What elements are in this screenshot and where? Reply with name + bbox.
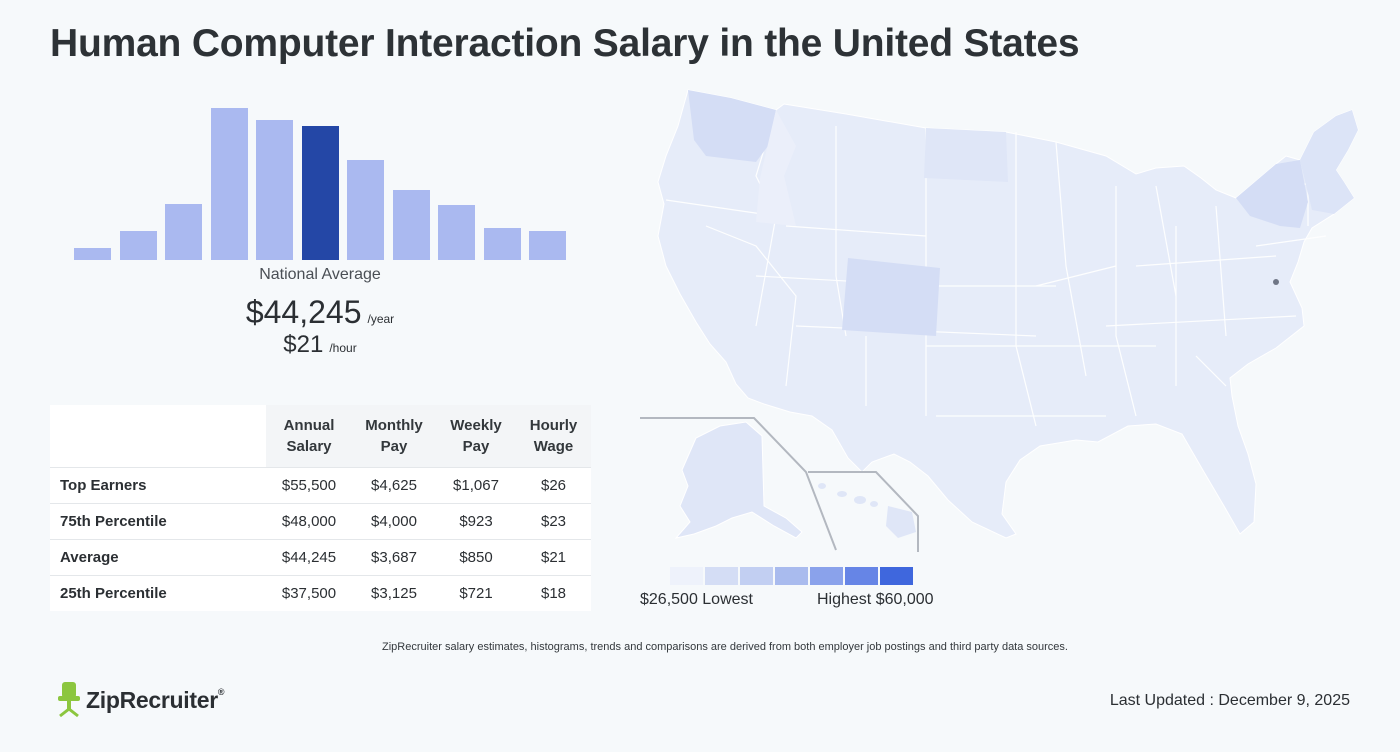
weekly-pay-cell: $923 bbox=[436, 502, 516, 539]
weekly-pay-cell: $1,067 bbox=[436, 466, 516, 503]
chair-icon bbox=[58, 682, 80, 718]
legend-swatch bbox=[845, 567, 878, 585]
state-north-dakota bbox=[924, 128, 1008, 182]
hourly-wage-cell: $21 bbox=[516, 538, 591, 575]
hourly-wage-cell: $26 bbox=[516, 466, 591, 503]
annual-salary-cell: $44,245 bbox=[266, 538, 352, 575]
hourly-wage-cell: $18 bbox=[516, 574, 591, 611]
logo-text: ZipRecruiter® bbox=[86, 686, 225, 714]
yearly-unit: /year bbox=[367, 312, 395, 326]
disclaimer-text: ZipRecruiter salary estimates, histogram… bbox=[382, 641, 1068, 653]
histogram-bar bbox=[392, 190, 430, 260]
hourly-wage-cell: $23 bbox=[516, 502, 591, 539]
state-washington bbox=[688, 90, 776, 162]
inset-divider bbox=[640, 417, 837, 551]
hourly-amount: $21 bbox=[283, 331, 324, 358]
annual-salary-cell: $37,500 bbox=[266, 574, 352, 611]
hourly-unit: /hour bbox=[329, 341, 357, 355]
national-average-label: National Average bbox=[259, 266, 381, 283]
inset-divider-hawaii bbox=[808, 471, 919, 552]
table-row: 75th Percentile $48,000 $4,000 $923 $23 bbox=[50, 502, 591, 539]
header-weekly-pay-line1: Weekly bbox=[450, 416, 502, 434]
header-hourly-wage-line2: Wage bbox=[533, 437, 574, 455]
monthly-pay-cell: $3,687 bbox=[352, 538, 436, 575]
weekly-pay-cell: $850 bbox=[436, 538, 516, 575]
header-hourly-wage: Hourly Wage bbox=[516, 405, 591, 467]
table-row: Top Earners $55,500 $4,625 $1,067 $26 bbox=[50, 466, 591, 503]
map-legend bbox=[670, 567, 913, 585]
table-row: Average $44,245 $3,687 $850 $21 bbox=[50, 538, 591, 575]
monthly-pay-cell: $3,125 bbox=[352, 574, 436, 611]
row-label: Average bbox=[50, 538, 266, 575]
histogram-bar bbox=[529, 231, 566, 260]
us-salary-map bbox=[640, 89, 1359, 552]
yearly-amount: $44,245 bbox=[245, 294, 362, 330]
annual-salary-cell: $48,000 bbox=[266, 502, 352, 539]
legend-swatch bbox=[705, 567, 738, 585]
state-new-england bbox=[1300, 110, 1358, 214]
hourly-salary: $21/hour bbox=[70, 331, 570, 359]
registered-mark: ® bbox=[217, 686, 225, 697]
header-annual-salary: Annual Salary bbox=[266, 405, 352, 467]
legend-swatch bbox=[740, 567, 773, 585]
salary-table: Annual Salary Monthly Pay Weekly Pay Hourly… bbox=[50, 405, 591, 611]
histogram-bar bbox=[301, 126, 339, 260]
histogram-bar bbox=[438, 205, 475, 260]
page-title: Human Computer Interaction Salary in the… bbox=[50, 22, 1080, 65]
brand-name: ZipRecruiter bbox=[86, 686, 218, 713]
table-row: 25th Percentile $37,500 $3,125 $721 $18 bbox=[50, 574, 591, 611]
table-header-row: Annual Salary Monthly Pay Weekly Pay Hourly… bbox=[50, 405, 591, 467]
state-alaska bbox=[674, 421, 803, 539]
state-idaho bbox=[756, 110, 796, 226]
monthly-pay-cell: $4,625 bbox=[352, 466, 436, 503]
legend-swatch bbox=[810, 567, 843, 585]
row-label: 25th Percentile bbox=[50, 574, 266, 611]
histogram-bar bbox=[74, 248, 111, 260]
histogram-bar bbox=[256, 120, 293, 260]
header-weekly-pay-line2: Pay bbox=[462, 437, 490, 455]
salary-histogram bbox=[70, 100, 570, 260]
header-weekly-pay: Weekly Pay bbox=[436, 405, 516, 467]
table-header-blank bbox=[50, 405, 266, 467]
dc-marker bbox=[1273, 279, 1279, 285]
weekly-pay-cell: $721 bbox=[436, 574, 516, 611]
histogram-bar bbox=[165, 204, 202, 260]
header-monthly-pay-line2: Pay bbox=[380, 437, 408, 455]
legend-swatch bbox=[775, 567, 808, 585]
state-colorado bbox=[842, 258, 940, 336]
header-annual-salary-line2: Salary bbox=[286, 437, 332, 455]
header-monthly-pay-line1: Monthly bbox=[365, 416, 423, 434]
legend-swatch bbox=[880, 567, 913, 585]
header-monthly-pay: Monthly Pay bbox=[352, 405, 436, 467]
histogram-bar bbox=[210, 108, 248, 260]
ziprecruiter-logo[interactable]: ZipRecruiter® bbox=[58, 682, 225, 718]
monthly-pay-cell: $4,000 bbox=[352, 502, 436, 539]
legend-low-label: $26,500 Lowest bbox=[640, 591, 753, 608]
row-label: Top Earners bbox=[50, 466, 266, 503]
histogram-bar bbox=[483, 228, 521, 260]
header-hourly-wage-line1: Hourly bbox=[529, 416, 578, 434]
contiguous-us-shape bbox=[657, 89, 1359, 539]
annual-salary-cell: $55,500 bbox=[266, 466, 352, 503]
state-new-york bbox=[1236, 160, 1308, 228]
state-hawaii bbox=[818, 483, 916, 538]
legend-high-label: Highest $60,000 bbox=[817, 591, 934, 608]
last-updated: Last Updated : December 9, 2025 bbox=[1109, 692, 1350, 709]
row-label: 75th Percentile bbox=[50, 502, 266, 539]
histogram-bar bbox=[347, 160, 384, 260]
histogram-bar bbox=[119, 231, 157, 260]
yearly-salary: $44,245/year bbox=[70, 294, 570, 331]
header-annual-salary-line1: Annual bbox=[283, 416, 335, 434]
legend-swatch bbox=[670, 567, 703, 585]
